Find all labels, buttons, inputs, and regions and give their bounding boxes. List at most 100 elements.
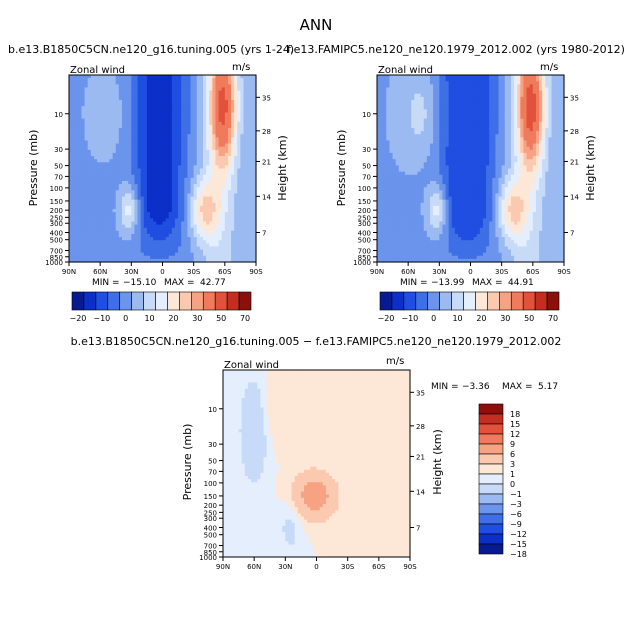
heatmap-cell — [131, 190, 136, 195]
heatmap-cell — [140, 140, 145, 145]
heatmap-cell — [237, 209, 242, 213]
heatmap-cell — [212, 252, 217, 257]
heatmap-cell — [224, 221, 229, 226]
heatmap-cell — [227, 127, 232, 132]
heatmap-cell — [227, 162, 232, 166]
heatmap-cell — [433, 209, 437, 213]
heatmap-cell — [203, 143, 207, 148]
heatmap-cell — [408, 99, 412, 104]
heatmap-cell — [171, 218, 176, 223]
heatmap-cell — [93, 249, 98, 254]
heatmap-cell — [168, 162, 173, 166]
heatmap-cell — [212, 233, 217, 238]
heatmap-cell — [181, 152, 185, 157]
heatmap-cell — [159, 146, 164, 151]
heatmap-cell — [106, 109, 111, 113]
heatmap-cell — [143, 81, 148, 85]
heatmap-cell — [181, 199, 185, 204]
heatmap-cell — [433, 99, 437, 104]
heatmap-cell — [106, 202, 111, 207]
heatmap-cell — [196, 218, 201, 223]
heatmap-cell — [159, 118, 164, 123]
heatmap-cell — [252, 115, 257, 120]
heatmap-cell — [196, 124, 201, 129]
heatmap-cell — [433, 243, 437, 248]
heatmap-cell — [143, 246, 148, 251]
heatmap-cell — [206, 184, 210, 188]
heatmap-cell — [377, 180, 381, 185]
heatmap-cell — [137, 240, 142, 244]
panel-1-max-value: 42.77 — [200, 278, 226, 288]
heatmap-cell — [252, 243, 257, 248]
heatmap-cell — [215, 84, 220, 89]
heatmap-cell — [401, 103, 406, 107]
heatmap-cell — [72, 124, 76, 129]
heatmap-cell — [436, 187, 440, 191]
heatmap-cell — [401, 171, 406, 176]
heatmap-cell — [174, 137, 179, 142]
heatmap-cell — [240, 240, 245, 244]
heatmap-cell — [218, 149, 223, 154]
heatmap-cell — [112, 112, 117, 117]
heatmap-cell — [146, 152, 151, 157]
heatmap-cell — [405, 199, 409, 204]
heatmap-cell — [106, 159, 111, 163]
heatmap-cell — [140, 143, 145, 148]
heatmap-cell — [178, 106, 182, 110]
colorbar-swatch — [238, 291, 252, 311]
heatmap-cell — [442, 140, 447, 145]
heatmap-cell — [125, 199, 129, 204]
heatmap-cell — [184, 237, 189, 241]
heatmap-cell — [174, 96, 179, 101]
heatmap-cell — [380, 137, 384, 142]
heatmap-cell — [168, 187, 173, 191]
heatmap-cell — [125, 258, 129, 263]
heatmap-cell — [187, 249, 192, 254]
heatmap-cell — [383, 124, 387, 129]
heatmap-cell — [146, 224, 151, 229]
heatmap-cell — [109, 190, 114, 195]
heatmap-cell — [252, 218, 257, 223]
heatmap-cell — [131, 137, 136, 142]
heatmap-cell — [206, 96, 210, 101]
heatmap-cell — [153, 78, 157, 82]
heatmap-cell — [118, 249, 123, 254]
heatmap-cell — [84, 140, 89, 145]
heatmap-cell — [436, 75, 440, 79]
heatmap-cell — [121, 237, 126, 241]
heatmap-cell — [398, 165, 403, 170]
heatmap-cell — [131, 81, 136, 85]
heatmap-cell — [159, 84, 164, 89]
heatmap-cell — [231, 227, 235, 232]
heatmap-cell — [90, 193, 95, 198]
heatmap-cell — [100, 96, 104, 101]
heatmap-cell — [168, 159, 173, 163]
heatmap-cell — [165, 146, 170, 151]
heatmap-cell — [181, 237, 185, 241]
heatmap-cell — [159, 209, 164, 213]
heatmap-cell — [206, 152, 210, 157]
heatmap-cell — [134, 196, 139, 201]
heatmap-cell — [159, 230, 164, 235]
heatmap-cell — [209, 165, 213, 170]
heatmap-cell — [221, 103, 226, 107]
heatmap-cell — [178, 75, 182, 79]
heatmap-cell — [93, 159, 98, 163]
heatmap-cell — [252, 202, 257, 207]
heatmap-cell — [125, 165, 129, 170]
heatmap-cell — [84, 212, 89, 216]
heatmap-cell — [224, 75, 229, 79]
heatmap-cell — [178, 96, 182, 101]
heatmap-cell — [184, 165, 189, 170]
heatmap-cell — [112, 75, 117, 79]
heatmap-cell — [215, 99, 220, 104]
heatmap-cell — [392, 81, 397, 85]
heatmap-cell — [401, 209, 406, 213]
heatmap-cell — [249, 99, 254, 104]
heatmap-cell — [392, 78, 397, 82]
heatmap-cell — [103, 115, 107, 120]
heatmap-cell — [78, 258, 83, 263]
heatmap-cell — [380, 215, 384, 219]
heatmap-cell — [237, 152, 242, 157]
heatmap-cell — [221, 90, 226, 95]
